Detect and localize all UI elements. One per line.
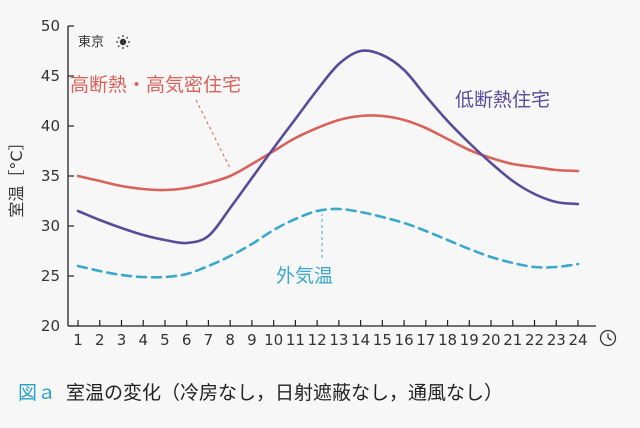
series-label-outdoor: 外気温 (276, 265, 333, 287)
y-tick-label: 40 (41, 117, 60, 135)
x-ticks: 1 2 3 4 5 6 7 8 9 10 11 12 13 14 15 16 17 18 19 20 21 22 23 24 (73, 320, 588, 349)
series-line-outdoor (76, 207, 580, 279)
leader-line-high-insulation (195, 99, 231, 169)
x-tick-label: 13 (329, 331, 348, 349)
x-tick-label: 21 (503, 331, 522, 349)
y-tick-label: 25 (41, 267, 60, 285)
y-axis-label: 室温［°C］ (7, 134, 26, 217)
x-tick-label: 7 (204, 331, 214, 349)
figure-label: 図ａ (18, 382, 57, 404)
y-ticks: 20 25 30 35 40 45 50 (41, 17, 74, 335)
x-tick-label: 17 (416, 331, 435, 349)
x-tick-label: 12 (308, 331, 327, 349)
clock-icon (599, 329, 617, 347)
x-tick-label: 19 (460, 331, 479, 349)
x-tick-label: 3 (117, 331, 127, 349)
y-tick-label: 45 (41, 67, 60, 85)
y-tick-label: 50 (41, 17, 60, 35)
x-tick-label: 14 (351, 331, 370, 349)
x-tick-label: 11 (286, 331, 305, 349)
x-tick-label: 2 (95, 331, 105, 349)
y-tick-label: 20 (41, 317, 60, 335)
x-tick-label: 18 (438, 331, 457, 349)
x-tick-label: 1 (73, 331, 83, 349)
x-tick-label: 6 (182, 331, 192, 349)
x-tick-label: 24 (568, 331, 587, 349)
x-tick-label: 4 (138, 331, 148, 349)
location-label: 東京 (78, 34, 104, 50)
series-line-low-insulation (76, 49, 580, 245)
x-tick-label: 8 (225, 331, 235, 349)
x-tick-label: 5 (160, 331, 170, 349)
x-tick-label: 9 (247, 331, 257, 349)
y-tick-label: 30 (41, 217, 60, 235)
x-tick-label: 15 (373, 331, 392, 349)
series-label-low-insulation: 低断熱住宅 (455, 89, 550, 111)
y-tick-label: 35 (41, 167, 60, 185)
x-tick-label: 23 (547, 331, 566, 349)
series-line-high-insulation (76, 114, 580, 192)
figure-caption: 図ａ 室温の変化（冷房なし，日射遮蔽なし，通風なし） (18, 378, 503, 405)
x-tick-label: 22 (525, 331, 544, 349)
x-tick-label: 20 (481, 331, 500, 349)
series-lines (76, 49, 580, 279)
x-tick-label: 16 (395, 331, 414, 349)
sun-icon (116, 35, 130, 49)
series-label-high-insulation: 高断熱・高気密住宅 (70, 74, 241, 96)
x-tick-label: 10 (264, 331, 283, 349)
caption-text: 室温の変化（冷房なし，日射遮蔽なし，通風なし） (66, 382, 504, 404)
